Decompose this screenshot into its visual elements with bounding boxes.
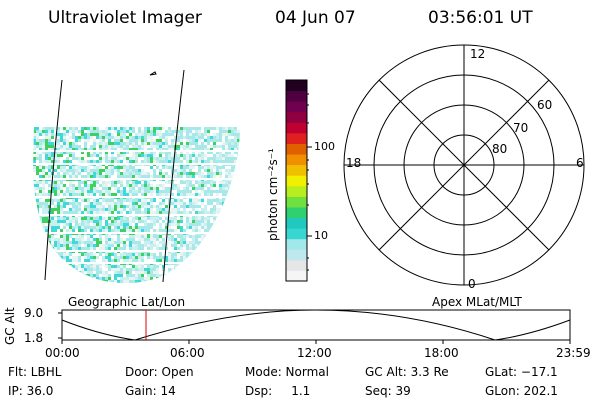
uv-image [33, 127, 240, 284]
colorbar-segment [286, 111, 307, 123]
timeline-left-label: Geographic Lat/Lon [68, 295, 186, 309]
colorbar-segment [286, 90, 307, 102]
x-tick-1800: 18:00 [424, 346, 459, 360]
meridian-line-left [44, 79, 63, 281]
x-tick-0000: 00:00 [45, 346, 80, 360]
date-label: 04 Jun 07 [275, 8, 356, 28]
colorbar-segment [286, 185, 307, 197]
timeline-right-label: Apex MLat/MLT [432, 295, 522, 309]
time-label: 03:56:01 UT [428, 8, 533, 28]
x-tick-2359: 23:59 [556, 346, 591, 360]
gc-alt-axis-title: GC Alt [3, 307, 17, 345]
colorbar-segment [286, 270, 307, 282]
info-dsp: Dsp: 1.1 [245, 384, 311, 398]
x-tick-1200: 12:00 [297, 346, 332, 360]
colorbar-segment [286, 101, 307, 113]
lat-label-60: 60 [537, 98, 553, 112]
colorbar-segment [286, 122, 307, 134]
altitude-curve [61, 309, 571, 341]
lat-label-80: 80 [492, 142, 508, 156]
x-tick-0600: 06:00 [170, 346, 205, 360]
polar-plot [343, 44, 585, 286]
colorbar-segment [286, 228, 307, 240]
info-mode: Mode: Normal [245, 365, 329, 379]
mlt-label-6: 6 [576, 156, 584, 170]
colorbar-segment [286, 249, 307, 261]
info-glat: GLat: −17.1 [485, 365, 558, 379]
colorbar-segment [286, 132, 307, 144]
info-gain: Gain: 14 [125, 384, 176, 398]
small-landmark [149, 71, 157, 76]
colorbar-segment [286, 206, 307, 219]
colorbar [285, 79, 312, 282]
mlt-label-0: 0 [468, 277, 476, 291]
colorbar-segment [286, 238, 307, 250]
instrument-title: Ultraviolet Imager [48, 8, 202, 28]
colorbar-segment [286, 217, 307, 229]
mlt-label-12: 12 [470, 47, 486, 61]
info-ip: IP: 36.0 [8, 384, 54, 398]
colorbar-segment [286, 80, 307, 92]
colorbar-segment [286, 164, 307, 176]
info-flt: Flt: LBHL [8, 365, 62, 379]
colorbar-segment [286, 154, 307, 166]
colorbar-tick-10: 10 [314, 229, 328, 242]
y-tick-1-8: 1.8 [24, 331, 44, 345]
mlt-label-18: 18 [346, 156, 362, 170]
info-door: Door: Open [125, 365, 194, 379]
info-glon: GLon: 202.1 [485, 384, 558, 398]
meridian-line-right [162, 69, 185, 283]
colorbar-segment [286, 196, 307, 208]
info-seq: Seq: 39 [365, 384, 411, 398]
colorbar-segment [286, 175, 307, 187]
y-tick-9: 9.0 [24, 306, 44, 320]
colorbar-segment [286, 259, 307, 271]
colorbar-tick-100: 100 [314, 140, 335, 153]
altitude-timeline [58, 309, 571, 344]
colorbar-unit-label: photon cm⁻²s⁻¹ [266, 148, 280, 241]
info-gc-alt: GC Alt: 3.3 Re [365, 365, 449, 379]
colorbar-segment [286, 143, 307, 155]
lat-label-70: 70 [513, 121, 529, 135]
uv-image-panel [33, 69, 240, 284]
